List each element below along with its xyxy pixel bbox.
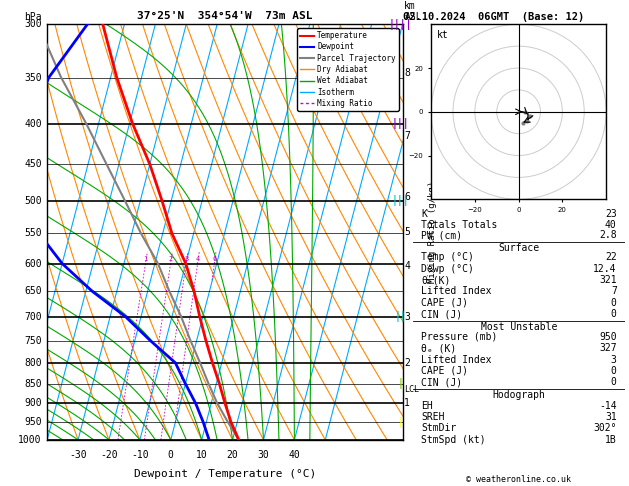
- Text: |||: |||: [392, 118, 409, 129]
- Text: CIN (J): CIN (J): [421, 310, 462, 319]
- Text: 300: 300: [25, 19, 42, 29]
- Text: -30: -30: [69, 450, 87, 460]
- Text: 6: 6: [213, 257, 216, 262]
- Text: 1: 1: [143, 257, 148, 262]
- Text: 30: 30: [258, 450, 269, 460]
- Text: 550: 550: [25, 228, 42, 239]
- Text: 1B: 1B: [605, 435, 616, 445]
- Text: Temp (°C): Temp (°C): [421, 252, 474, 262]
- Text: EH: EH: [421, 400, 433, 411]
- Text: 2: 2: [404, 358, 410, 368]
- Text: 4: 4: [196, 257, 200, 262]
- Text: 750: 750: [25, 335, 42, 346]
- Text: CAPE (J): CAPE (J): [421, 298, 468, 308]
- Text: 850: 850: [25, 379, 42, 389]
- Text: hPa: hPa: [25, 12, 42, 22]
- Text: ||: ||: [395, 311, 406, 322]
- Text: 0: 0: [168, 450, 174, 460]
- Text: StmDir: StmDir: [421, 423, 457, 434]
- Text: PW (cm): PW (cm): [421, 230, 462, 241]
- Text: Lifted Index: Lifted Index: [421, 354, 492, 364]
- Text: 5: 5: [404, 227, 410, 237]
- Text: 1: 1: [404, 399, 410, 408]
- Text: 950: 950: [25, 417, 42, 427]
- Text: 500: 500: [25, 195, 42, 206]
- Text: 0: 0: [611, 298, 616, 308]
- Text: 350: 350: [25, 72, 42, 83]
- Text: 02.10.2024  06GMT  (Base: 12): 02.10.2024 06GMT (Base: 12): [403, 12, 584, 22]
- Text: 0: 0: [611, 366, 616, 376]
- Text: 4: 4: [404, 261, 410, 271]
- Text: 800: 800: [25, 358, 42, 368]
- Text: 950: 950: [599, 331, 616, 342]
- Text: 2: 2: [169, 257, 173, 262]
- Text: 0: 0: [611, 310, 616, 319]
- Text: 600: 600: [25, 259, 42, 269]
- Text: LCL: LCL: [404, 385, 420, 394]
- Text: 8: 8: [404, 68, 410, 78]
- Text: Hodograph: Hodograph: [493, 390, 545, 400]
- Text: 7: 7: [404, 131, 410, 141]
- Text: |: |: [398, 378, 404, 389]
- Text: 302°: 302°: [593, 423, 616, 434]
- Text: 900: 900: [25, 399, 42, 408]
- Text: Lifted Index: Lifted Index: [421, 286, 492, 296]
- Text: θₑ (K): θₑ (K): [421, 343, 457, 353]
- Text: kt: kt: [437, 30, 448, 39]
- Text: 450: 450: [25, 159, 42, 169]
- Text: 321: 321: [599, 275, 616, 285]
- Text: 2.8: 2.8: [599, 230, 616, 241]
- Text: 23: 23: [605, 208, 616, 219]
- Text: 3: 3: [184, 257, 189, 262]
- Text: km
ASL: km ASL: [404, 0, 422, 22]
- Text: θₑ(K): θₑ(K): [421, 275, 450, 285]
- Text: SREH: SREH: [421, 412, 445, 422]
- Text: -10: -10: [131, 450, 148, 460]
- Text: ||||: ||||: [389, 19, 413, 30]
- Text: 650: 650: [25, 286, 42, 296]
- Text: K: K: [421, 208, 427, 219]
- Text: Totals Totals: Totals Totals: [421, 220, 498, 229]
- Text: 0: 0: [611, 378, 616, 387]
- Text: StmSpd (kt): StmSpd (kt): [421, 435, 486, 445]
- Text: 1000: 1000: [18, 435, 42, 445]
- Text: CIN (J): CIN (J): [421, 378, 462, 387]
- Legend: Temperature, Dewpoint, Parcel Trajectory, Dry Adiabat, Wet Adiabat, Isotherm, Mi: Temperature, Dewpoint, Parcel Trajectory…: [297, 28, 399, 111]
- Text: 10: 10: [196, 450, 208, 460]
- Text: Pressure (mb): Pressure (mb): [421, 331, 498, 342]
- Text: Dewpoint / Temperature (°C): Dewpoint / Temperature (°C): [134, 469, 316, 479]
- Text: CAPE (J): CAPE (J): [421, 366, 468, 376]
- Text: 40: 40: [289, 450, 300, 460]
- Text: 3: 3: [611, 354, 616, 364]
- Text: 22: 22: [605, 252, 616, 262]
- Text: 700: 700: [25, 312, 42, 322]
- Text: 12.4: 12.4: [593, 263, 616, 274]
- Text: Mixing Ratio (g/kg): Mixing Ratio (g/kg): [428, 181, 437, 283]
- Text: 400: 400: [25, 119, 42, 129]
- Text: Most Unstable: Most Unstable: [481, 322, 557, 332]
- Text: 7: 7: [611, 286, 616, 296]
- Text: 31: 31: [605, 412, 616, 422]
- Text: -14: -14: [599, 400, 616, 411]
- Text: 3: 3: [404, 312, 410, 322]
- Title: 37°25'N  354°54'W  73m ASL: 37°25'N 354°54'W 73m ASL: [137, 11, 313, 21]
- Text: © weatheronline.co.uk: © weatheronline.co.uk: [467, 474, 571, 484]
- Text: 20: 20: [226, 450, 238, 460]
- Text: 6: 6: [404, 192, 410, 202]
- Text: |||: |||: [392, 195, 409, 206]
- Text: 327: 327: [599, 343, 616, 353]
- Text: |: |: [398, 417, 404, 428]
- Text: Dewp (°C): Dewp (°C): [421, 263, 474, 274]
- Text: Surface: Surface: [498, 243, 540, 253]
- Text: 40: 40: [605, 220, 616, 229]
- Text: -20: -20: [100, 450, 118, 460]
